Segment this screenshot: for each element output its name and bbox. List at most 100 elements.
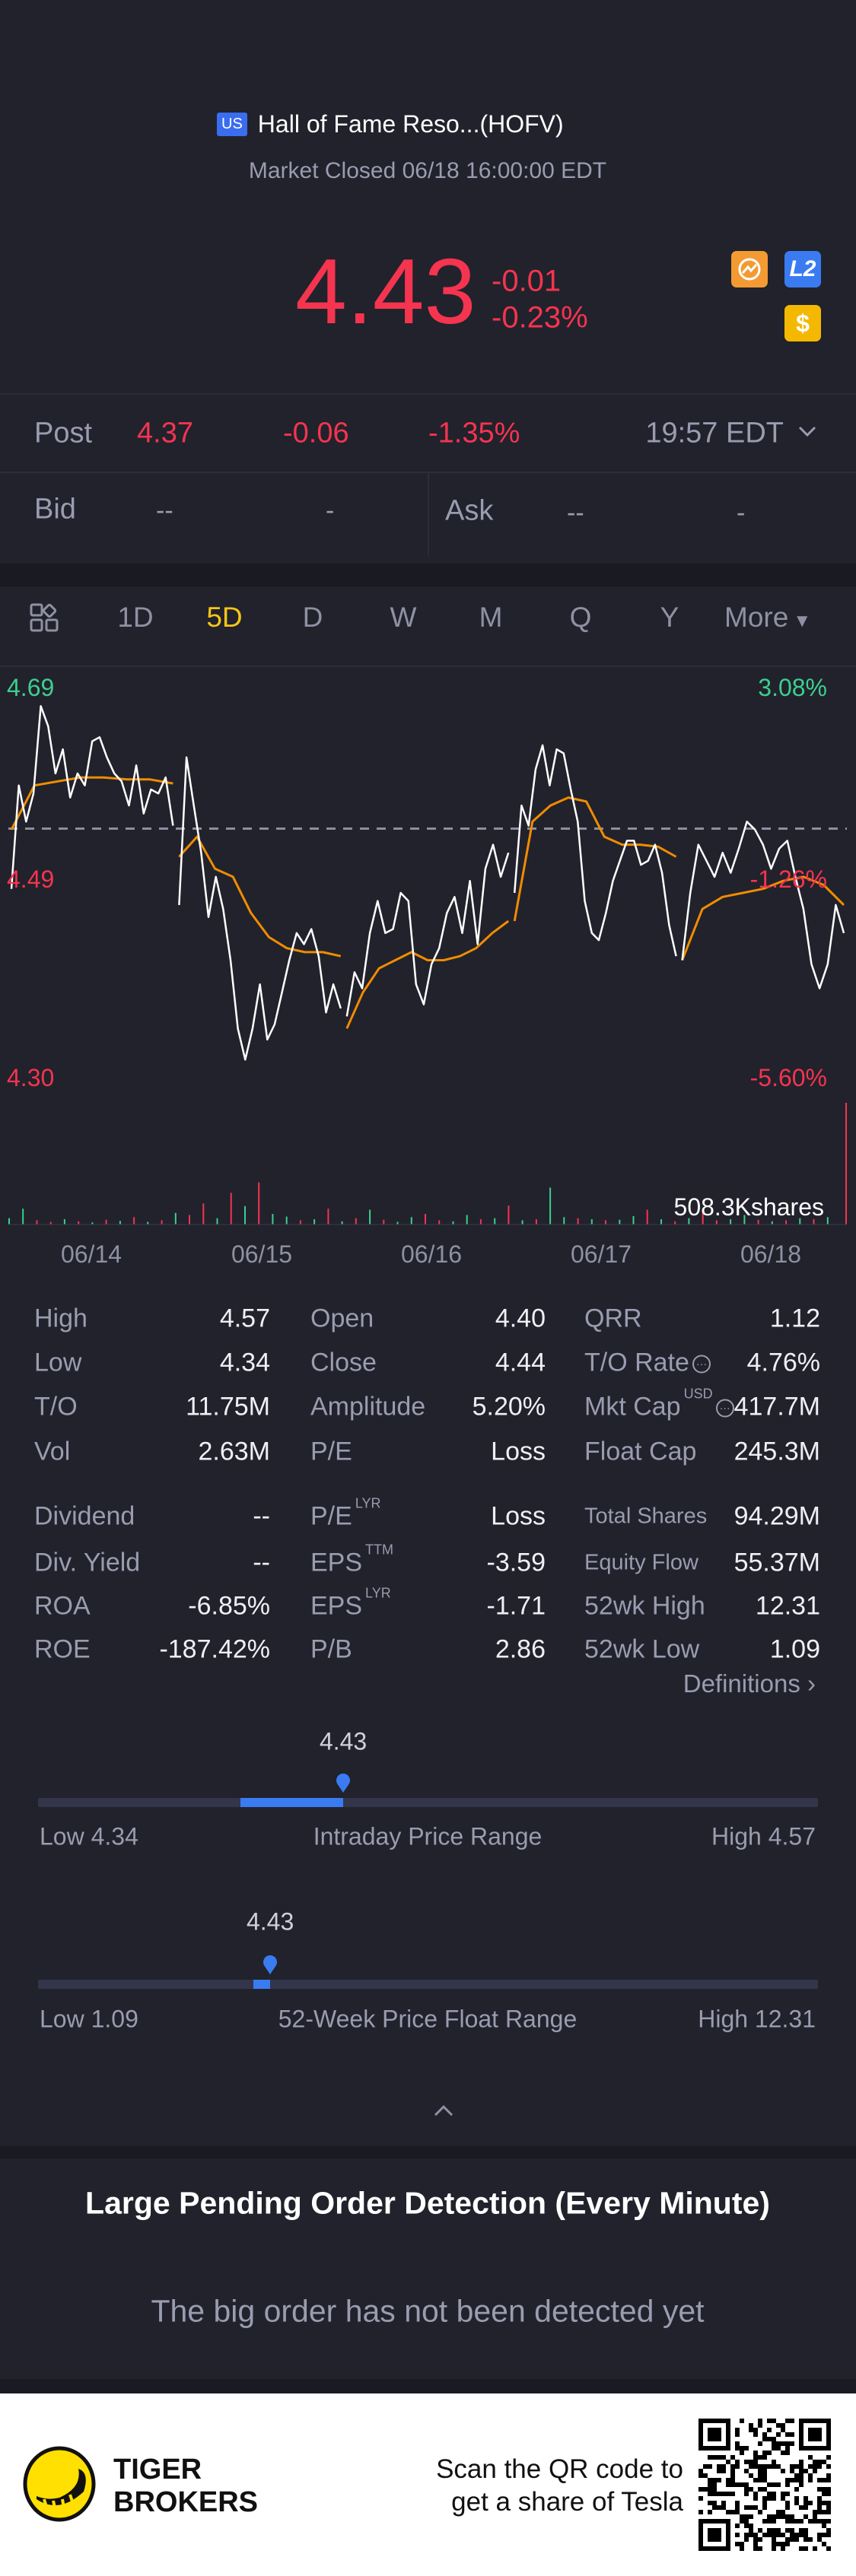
- tab-1d[interactable]: 1D: [117, 602, 154, 633]
- stat-label: Div. Yield: [34, 1548, 140, 1578]
- market-status: Market Closed 06/18 16:00:00 EDT: [248, 158, 607, 183]
- tab-5d[interactable]: 5D: [206, 602, 243, 633]
- avg-line-day-3: [345, 920, 510, 1029]
- volume-bar: [396, 1221, 399, 1224]
- stat-value: 12.31: [755, 1591, 820, 1621]
- intraday-high: High 4.57: [711, 1822, 816, 1850]
- x-label-0616: 06/16: [401, 1240, 462, 1268]
- bid-price: --: [156, 496, 173, 526]
- volume-bar: [702, 1212, 704, 1224]
- info-icon[interactable]: ⋯: [692, 1355, 711, 1374]
- volume-bar: [799, 1218, 801, 1224]
- tab-m[interactable]: M: [479, 602, 503, 633]
- stat-label: P/E LYR: [310, 1496, 381, 1532]
- tab-d[interactable]: D: [302, 602, 323, 633]
- stat-label-text: Low: [34, 1348, 82, 1377]
- volume-bar: [466, 1215, 468, 1224]
- bid-size: -: [326, 496, 335, 526]
- volume-bar: [119, 1221, 121, 1224]
- stat-label: 52wk Low: [584, 1635, 699, 1665]
- price-change: -0.01: [492, 264, 562, 298]
- volume-bar: [757, 1219, 759, 1224]
- volume-bar: [244, 1205, 246, 1224]
- price-line-day-4: [513, 744, 677, 957]
- volume-bar: [36, 1220, 38, 1224]
- volume-bar: [521, 1220, 523, 1224]
- volume-bar: [216, 1218, 218, 1224]
- section-gap: [0, 2379, 856, 2394]
- volume-bar: [438, 1220, 441, 1224]
- volume-bar: [133, 1217, 135, 1224]
- volume-bar: [22, 1209, 24, 1224]
- stat-label-text: Dividend: [34, 1501, 135, 1531]
- tab-more[interactable]: More ▼: [724, 602, 811, 634]
- collapse-chevron-up-icon[interactable]: [433, 2104, 454, 2117]
- info-icon[interactable]: ⋯: [715, 1399, 734, 1418]
- title-row: US Hall of Fame Reso...(HOFV): [217, 110, 564, 138]
- avg-line-day-1: [10, 776, 173, 831]
- volume-label: 508.3Kshares: [674, 1193, 824, 1221]
- brand-line1: TIGER: [113, 2454, 202, 2485]
- volume-bar: [646, 1209, 648, 1224]
- intraday-range-track: [38, 1798, 818, 1807]
- tab-y[interactable]: Y: [660, 602, 679, 633]
- level2-icon[interactable]: L2: [784, 251, 821, 287]
- volume-bar: [355, 1218, 357, 1224]
- stat-value: -1.71: [486, 1591, 546, 1621]
- stat-label-text: P/E: [310, 1437, 352, 1466]
- volume-bar: [258, 1182, 260, 1224]
- definitions-link[interactable]: Definitions ›: [683, 1669, 816, 1698]
- pending-order-title: Large Pending Order Detection (Every Min…: [85, 2185, 770, 2221]
- intraday-range-fill: [240, 1798, 344, 1807]
- stat-label-text: EPS: [310, 1548, 363, 1577]
- chart-layout-icon[interactable]: [29, 602, 59, 633]
- stat-label-text: Div. Yield: [34, 1548, 141, 1577]
- ask-label: Ask: [445, 494, 494, 527]
- stat-label-text: 52wk High: [584, 1591, 705, 1621]
- qr-code[interactable]: [698, 2419, 831, 2551]
- stat-label-text: ROE: [34, 1634, 91, 1664]
- stat-value: 94.29M: [733, 1501, 820, 1531]
- tab-w[interactable]: W: [390, 602, 417, 633]
- price-line-day-1: [10, 705, 174, 889]
- dollar-icon[interactable]: $: [784, 305, 821, 341]
- stat-label-text: P/B: [310, 1634, 352, 1664]
- avg-line: [10, 776, 845, 1029]
- tab-more-label: More: [724, 602, 789, 633]
- divider: [0, 393, 856, 395]
- stat-value: 11.75M: [186, 1392, 270, 1421]
- bid-label: Bid: [34, 493, 76, 526]
- stat-label-text: EPS: [310, 1591, 363, 1621]
- ask-price: --: [567, 498, 584, 528]
- avg-line-day-2: [178, 835, 342, 958]
- y-label-mid-right: -1.26%: [750, 866, 827, 893]
- price-chart[interactable]: 4.69 4.49 4.30 3.08% -1.26% -5.60% 508.3…: [0, 654, 856, 1278]
- promo-line1: Scan the QR code to: [436, 2454, 683, 2484]
- market-badge: US: [217, 112, 247, 136]
- intraday-title: Intraday Price Range: [313, 1822, 543, 1850]
- stat-label: T/O Rate ⋯: [584, 1348, 711, 1378]
- stat-label: Equity Flow: [584, 1551, 698, 1576]
- chevron-down-icon[interactable]: [797, 424, 817, 438]
- stock-title: Hall of Fame Reso...(HOFV): [257, 110, 564, 138]
- x-label-0618: 06/18: [740, 1240, 801, 1268]
- stat-label-text: P/E: [310, 1501, 352, 1531]
- volume-bar: [605, 1220, 606, 1224]
- tradeup-icon[interactable]: [731, 251, 768, 287]
- volume-bar: [369, 1209, 371, 1224]
- section-gap: [0, 564, 856, 586]
- volume-bar: [688, 1218, 690, 1224]
- stat-label-sup: TTM: [365, 1542, 394, 1558]
- volume-bars: [8, 1103, 847, 1225]
- volume-bar: [425, 1214, 426, 1224]
- volume-bar: [452, 1221, 454, 1224]
- volume-bar: [8, 1218, 10, 1224]
- volume-bar: [327, 1209, 329, 1224]
- stat-value: 1.12: [769, 1304, 820, 1333]
- bid-ask-divider: [428, 473, 429, 555]
- volume-bar: [174, 1212, 177, 1224]
- tab-q[interactable]: Q: [569, 602, 592, 633]
- price-line-day-5: [681, 821, 845, 989]
- level2-label: L2: [789, 256, 816, 281]
- volume-bar: [202, 1203, 205, 1224]
